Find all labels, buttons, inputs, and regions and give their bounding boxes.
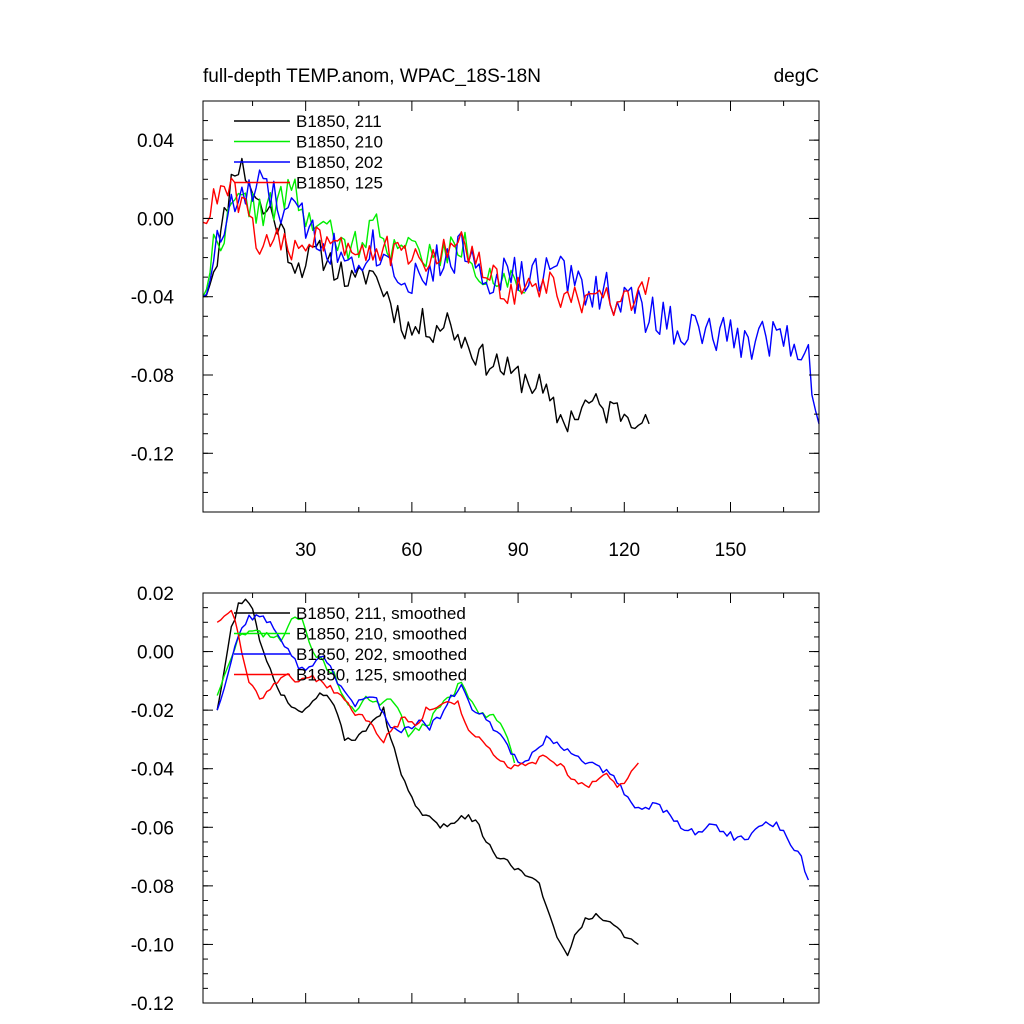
top-series-group	[202, 157, 820, 433]
y-tick-label: -0.04	[131, 760, 175, 781]
y-tick-label: 0.02	[137, 584, 174, 605]
bottom-series-line-1	[216, 598, 639, 957]
top-series-line-1	[202, 157, 650, 433]
top-series-line-4	[202, 177, 650, 317]
y-tick-label: -0.12	[131, 444, 174, 465]
y-tick-label: 0.04	[137, 131, 174, 152]
y-tick-label: -0.10	[131, 935, 174, 956]
legend-label: B1850, 125, smoothed	[296, 666, 467, 685]
legend-label: B1850, 210	[296, 133, 383, 152]
x-tick-label: 30	[295, 540, 316, 561]
legend-label: B1850, 202, smoothed	[296, 645, 467, 664]
y-tick-label: -0.08	[131, 366, 174, 387]
legend-label: B1850, 211	[296, 112, 382, 131]
y-tick-label: 0.00	[137, 209, 174, 230]
bottom-series-line-3	[216, 614, 810, 881]
legend-label: B1850, 210, smoothed	[296, 625, 467, 644]
y-tick-label: -0.04	[131, 288, 175, 309]
top-series-line-2	[202, 178, 526, 298]
x-tick-label: 150	[715, 540, 747, 561]
chart-title: full-depth TEMP.anom, WPAC_18S-18N	[203, 66, 541, 87]
y-tick-label: -0.06	[131, 818, 174, 839]
top-series-line-3	[202, 169, 820, 425]
top-axis-ticks: 0.04 0.00 -0.04 -0.08 -0.12 30 60 90 120 150	[131, 100, 819, 561]
units-label: degC	[774, 66, 819, 87]
bottom-axis-ticks: 0.02 0.00 -0.02 -0.04 -0.06 -0.08 -0.10 -0.12	[131, 584, 819, 1015]
panel-top-chart: full-depth TEMP.anom, WPAC_18S-18N degC …	[131, 66, 820, 561]
x-tick-label: 90	[508, 540, 529, 561]
bottom-series-line-2	[216, 616, 516, 764]
legend-bottom: B1850, 211, smoothed B1850, 210, smoothed…	[234, 604, 467, 685]
x-tick-label: 120	[608, 540, 640, 561]
legend-label: B1850, 211, smoothed	[296, 604, 466, 623]
plot-frame-top	[202, 100, 820, 513]
panel-bottom-chart: 0.02 0.00 -0.02 -0.04 -0.06 -0.08 -0.10 -0.12 B…	[131, 584, 820, 1015]
y-tick-label: -0.12	[131, 994, 174, 1015]
y-tick-label: -0.08	[131, 877, 174, 898]
y-tick-label: -0.02	[131, 701, 174, 722]
legend-label: B1850, 202	[296, 153, 383, 172]
legend-label: B1850, 125	[296, 174, 383, 193]
y-tick-label: 0.00	[137, 643, 174, 664]
x-tick-label: 60	[401, 540, 422, 561]
